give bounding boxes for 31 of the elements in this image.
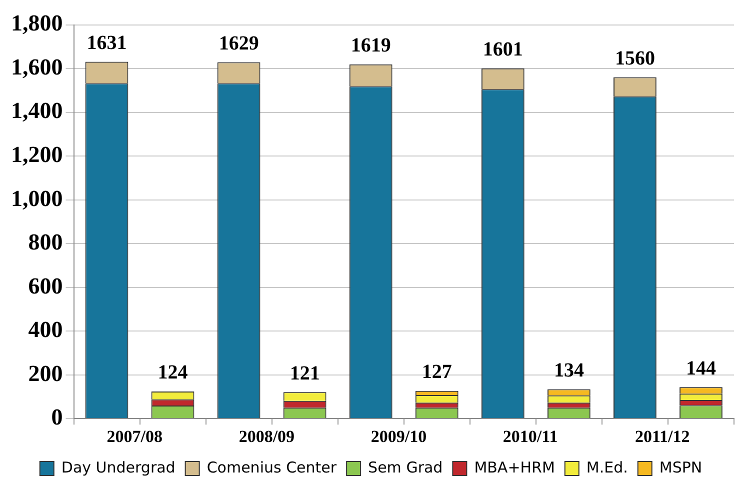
total-label: 1631 xyxy=(86,32,127,54)
total-label: 1619 xyxy=(350,34,391,57)
total-label: 1629 xyxy=(218,32,259,54)
total-label: 127 xyxy=(422,360,452,383)
total-label: 121 xyxy=(290,362,320,384)
x-tick-label: 2008/09 xyxy=(238,427,295,446)
legend-label: MBA+HRM xyxy=(474,458,555,476)
y-tick-label: 400 xyxy=(28,317,63,342)
y-tick-label: 1,400 xyxy=(11,98,63,124)
legend-label: MSPN xyxy=(659,458,702,476)
x-tick-label: 2010/11 xyxy=(502,427,558,446)
y-tick-label: 200 xyxy=(28,360,63,386)
y-tick-label: 0 xyxy=(51,404,63,430)
total-label: 124 xyxy=(158,362,188,384)
legend-label: Day Undergrad xyxy=(61,458,176,476)
total-label: 1601 xyxy=(482,38,523,61)
legend-label: M.Ed. xyxy=(586,458,628,476)
y-tick-label: 1,600 xyxy=(11,54,63,80)
y-tick-label: 600 xyxy=(28,273,63,298)
legend-label: Sem Grad xyxy=(368,458,443,476)
x-tick-label: 2011/12 xyxy=(634,427,690,446)
total-label: 144 xyxy=(686,357,716,380)
total-label: 134 xyxy=(554,359,584,382)
y-tick-label: 1,200 xyxy=(11,142,63,168)
y-tick-label: 1,000 xyxy=(11,186,63,211)
legend-label: Comenius Center xyxy=(206,458,338,476)
y-tick-label: 1,800 xyxy=(11,10,63,36)
y-tick-label: 800 xyxy=(28,230,63,255)
x-tick-label: 2009/10 xyxy=(370,427,427,446)
x-tick-label: 2007/08 xyxy=(106,427,162,446)
total-label: 1560 xyxy=(614,47,655,70)
